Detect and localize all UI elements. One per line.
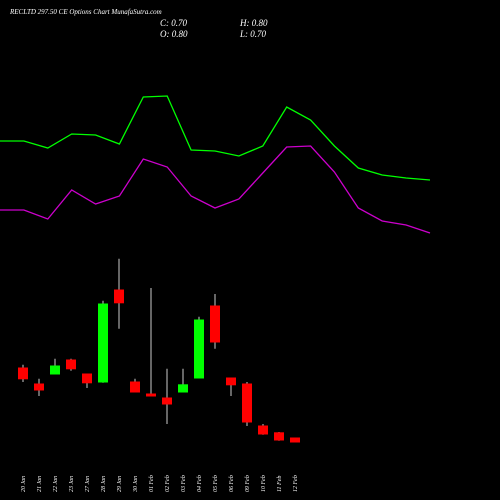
x-tick-label: 12 Feb bbox=[293, 475, 299, 492]
candle-body bbox=[274, 432, 284, 441]
candle-body bbox=[98, 303, 108, 383]
ohlc-label: H: 0.80 bbox=[239, 18, 268, 28]
indicator-line bbox=[0, 145, 431, 234]
indicator-line bbox=[0, 95, 431, 181]
x-tick-label: 03 Feb bbox=[181, 475, 187, 492]
x-tick-label: 30 Jan bbox=[133, 476, 139, 493]
candle-body bbox=[162, 397, 172, 405]
candle-body bbox=[34, 383, 44, 391]
ohlc-label: O: 0.80 bbox=[160, 29, 188, 39]
candle-body bbox=[226, 377, 236, 386]
x-tick-label: 28 Jan bbox=[101, 476, 107, 492]
candle-body bbox=[130, 381, 140, 393]
x-tick-label: 09 Feb bbox=[245, 475, 251, 492]
x-tick-label: 06 Feb bbox=[229, 475, 235, 492]
x-tick-label: 11 Feb bbox=[277, 476, 283, 492]
x-tick-label: 22 Jan bbox=[53, 476, 59, 492]
candle-body bbox=[114, 289, 124, 304]
x-tick-label: 05 Feb bbox=[213, 475, 219, 492]
candle-body bbox=[50, 365, 60, 375]
chart-title: RECLTD 297.50 CE Options Chart MunafaSut… bbox=[9, 8, 162, 16]
candle-body bbox=[258, 425, 268, 435]
candle-body bbox=[18, 367, 28, 380]
x-tick-label: 29 Jan bbox=[117, 476, 123, 492]
x-tick-label: 23 Jan bbox=[69, 476, 75, 492]
candle-body bbox=[82, 373, 92, 384]
candle-body bbox=[210, 305, 220, 343]
x-tick-label: 01 Feb bbox=[149, 475, 155, 492]
x-tick-label: 20 Jan bbox=[21, 476, 27, 492]
candle-body bbox=[178, 384, 188, 393]
ohlc-label: L: 0.70 bbox=[239, 29, 267, 39]
x-tick-label: 27 Jan bbox=[85, 476, 91, 492]
x-tick-label: 10 Feb bbox=[261, 475, 267, 492]
candle-body bbox=[290, 437, 300, 443]
ohlc-label: C: 0.70 bbox=[160, 18, 188, 28]
candle-body bbox=[242, 383, 252, 423]
x-tick-label: 02 Feb bbox=[165, 475, 171, 492]
candle-body bbox=[194, 319, 204, 379]
x-tick-label: 21 Jan bbox=[37, 476, 43, 492]
x-tick-label: 04 Feb bbox=[196, 475, 203, 492]
candle-body bbox=[66, 359, 76, 370]
candle-body bbox=[146, 393, 156, 397]
